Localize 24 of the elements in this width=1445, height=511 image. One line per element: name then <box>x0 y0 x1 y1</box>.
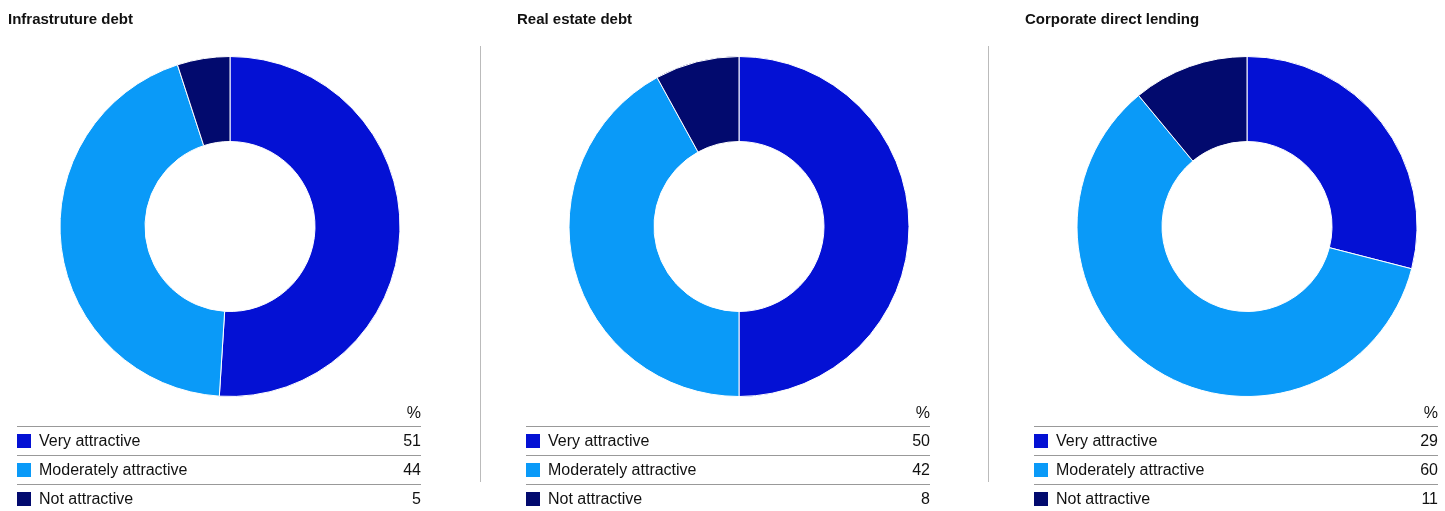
data-label: 29 <box>1420 431 1438 451</box>
legend-label: Not attractive <box>1056 489 1152 509</box>
legend-label: Not attractive <box>39 489 135 509</box>
data-label: 5 <box>412 489 421 509</box>
data-label: 11 <box>1421 489 1438 509</box>
text: % <box>1422 403 1438 423</box>
legend-label: Very attractive <box>39 431 142 451</box>
chart-title: Corporate direct lending <box>1025 10 1200 27</box>
chart-title: Infrastruture debt <box>8 10 134 27</box>
text: % <box>914 403 930 423</box>
data-label: 60 <box>1420 460 1438 480</box>
data-label: 51 <box>403 431 421 451</box>
legend-label: Moderately attractive <box>1056 460 1206 480</box>
legend-label: Moderately attractive <box>548 460 698 480</box>
text: % <box>405 403 421 423</box>
legend-label: Moderately attractive <box>39 460 189 480</box>
chart-title: Real estate debt <box>517 10 633 27</box>
data-label: 50 <box>912 431 930 451</box>
data-label: 8 <box>921 489 930 509</box>
data-label: 42 <box>912 460 930 480</box>
legend-label: Very attractive <box>1056 431 1159 451</box>
data-label: 44 <box>403 460 421 480</box>
legend-label: Not attractive <box>548 489 644 509</box>
legend-label: Very attractive <box>548 431 651 451</box>
